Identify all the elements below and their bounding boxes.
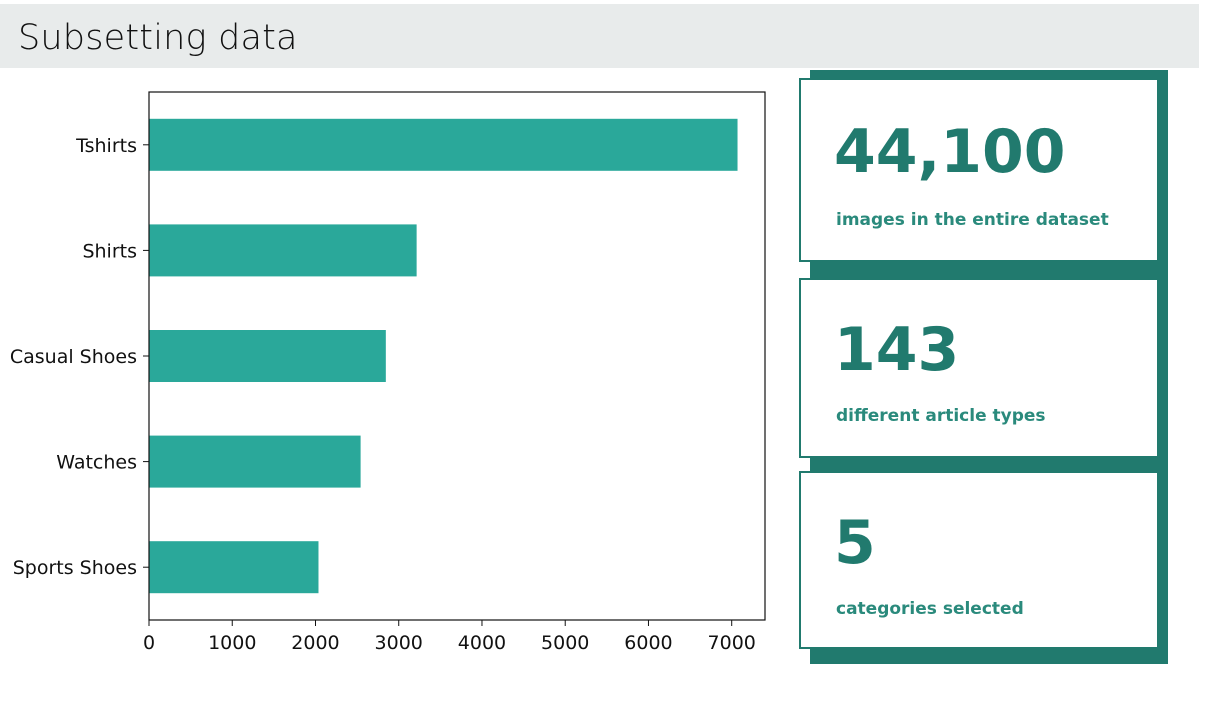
bar-watches <box>149 435 361 488</box>
stat-label-images: images in the entire dataset <box>836 210 1109 230</box>
bar-shirts <box>149 224 417 277</box>
x-tick-label-6000: 6000 <box>624 632 672 654</box>
bar-chart: Tshirts Shirts Casual Shoes Watches Sports S… <box>10 91 766 654</box>
x-tick-label-1000: 1000 <box>208 632 256 654</box>
stat-value-images: 44,100 <box>834 117 1066 187</box>
x-tick-label-3000: 3000 <box>375 632 423 654</box>
bar-sports-shoes <box>149 541 319 594</box>
bar-tshirts <box>149 118 738 171</box>
y-tick-label-casual-shoes: Casual Shoes <box>10 346 137 368</box>
stat-value-categories: 5 <box>834 508 876 578</box>
x-tick-label-2000: 2000 <box>291 632 339 654</box>
stat-value-article-types: 143 <box>834 315 960 385</box>
x-tick-label-5000: 5000 <box>541 632 589 654</box>
y-tick-label-shirts: Shirts <box>82 240 137 262</box>
title-bar: Subsetting data <box>0 4 1199 68</box>
stat-label-categories: categories selected <box>836 599 1024 619</box>
page-title: Subsetting data <box>18 18 298 58</box>
stat-card-article-types: 143 different article types <box>799 278 1159 458</box>
x-tick-label-4000: 4000 <box>458 632 506 654</box>
y-tick-label-watches: Watches <box>56 452 137 474</box>
stat-label-article-types: different article types <box>836 406 1046 426</box>
stat-card-categories: 5 categories selected <box>799 471 1159 649</box>
bar-casual-shoes <box>149 330 386 382</box>
x-tick-label-7000: 7000 <box>708 632 756 654</box>
stat-card-images: 44,100 images in the entire dataset <box>799 78 1159 262</box>
x-tick-label-0: 0 <box>143 632 155 654</box>
y-tick-label-tshirts: Tshirts <box>75 135 137 157</box>
plot-frame <box>148 91 766 621</box>
y-tick-label-sports-shoes: Sports Shoes <box>13 557 137 579</box>
